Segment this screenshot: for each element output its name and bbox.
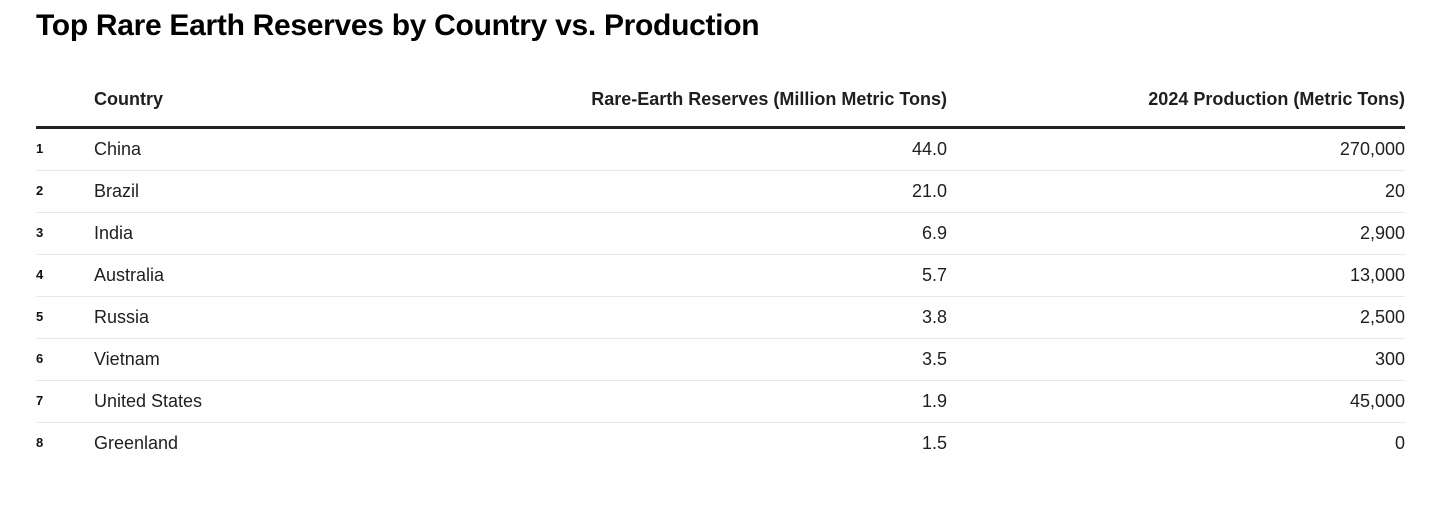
row-production: 0 — [947, 422, 1405, 464]
column-header-reserves-label: Rare-Earth Reserves (Million Metric Tons… — [591, 89, 947, 109]
row-reserves: 5.7 — [520, 254, 947, 297]
table-header: Country Rare-Earth Reserves (Million Met… — [36, 82, 1405, 129]
row-rank: 3 — [36, 212, 94, 255]
row-rank: 6 — [36, 338, 94, 381]
table-header-row: Country Rare-Earth Reserves (Million Met… — [36, 82, 1405, 129]
row-rank: 1 — [36, 141, 44, 156]
row-production: 20 — [947, 170, 1405, 213]
table-body: 1 China 44.0 270,000 2 Brazil 21.0 20 3 … — [36, 128, 1405, 464]
table-row: 3 India 6.9 2,900 — [36, 212, 1405, 255]
row-country: United States — [94, 380, 520, 423]
row-production: 2,900 — [947, 212, 1405, 255]
row-reserves: 6.9 — [520, 212, 947, 255]
row-reserves: 1.9 — [520, 380, 947, 423]
row-country: Greenland — [94, 422, 520, 464]
row-country: India — [94, 212, 520, 255]
table-row: 1 China 44.0 270,000 — [36, 128, 1405, 171]
table-row: 8 Greenland 1.5 0 — [36, 422, 1405, 464]
row-production: 270,000 — [1339, 139, 1405, 159]
page: Top Rare Earth Reserves by Country vs. P… — [36, 9, 1405, 464]
row-country: Australia — [94, 254, 520, 297]
row-rank: 7 — [36, 380, 94, 423]
page-title: Top Rare Earth Reserves by Country vs. P… — [36, 9, 760, 42]
row-rank: 2 — [36, 170, 94, 213]
row-production: 13,000 — [947, 254, 1405, 297]
row-rank: 4 — [36, 254, 94, 297]
row-production: 45,000 — [947, 380, 1405, 423]
row-country: China — [94, 139, 142, 159]
row-reserves: 3.5 — [520, 338, 947, 381]
row-country: Russia — [94, 296, 520, 339]
row-production: 300 — [947, 338, 1405, 381]
table-row: 4 Australia 5.7 13,000 — [36, 254, 1405, 297]
row-reserves: 44.0 — [911, 139, 947, 159]
row-rank: 8 — [36, 422, 94, 464]
row-reserves: 3.8 — [520, 296, 947, 339]
column-header-country: Country — [94, 82, 520, 129]
table-row: 6 Vietnam 3.5 300 — [36, 338, 1405, 381]
row-country: Brazil — [94, 170, 520, 213]
table-row: 2 Brazil 21.0 20 — [36, 170, 1405, 213]
column-header-rank — [36, 82, 94, 129]
table-row: 5 Russia 3.8 2,500 — [36, 296, 1405, 339]
row-country: Vietnam — [94, 338, 520, 381]
column-header-reserves: Rare-Earth Reserves (Million Metric Tons… — [520, 82, 947, 129]
row-production: 2,500 — [947, 296, 1405, 339]
row-reserves: 1.5 — [520, 422, 947, 464]
row-reserves: 21.0 — [520, 170, 947, 213]
table-row: 7 United States 1.9 45,000 — [36, 380, 1405, 423]
row-rank: 5 — [36, 296, 94, 339]
column-header-production: 2024 Production (Metric Tons) — [947, 82, 1405, 129]
rare-earth-table: Country Rare-Earth Reserves (Million Met… — [36, 82, 1405, 464]
